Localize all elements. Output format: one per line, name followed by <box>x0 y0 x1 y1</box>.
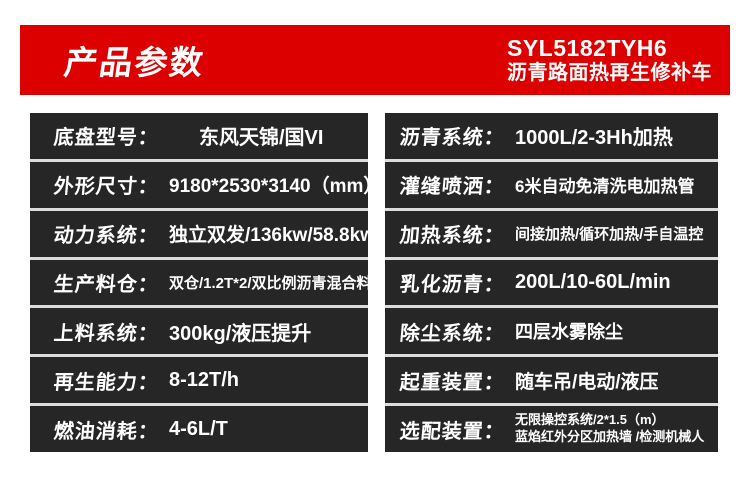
spec-row-asphalt-system: 沥青系统： 1000L/2-3Hh加热 <box>385 113 718 159</box>
spec-value: 8-12T/h <box>169 368 240 391</box>
spec-value: 9180*2530*3140（mm） <box>169 176 368 198</box>
spec-value: 四层水雾除尘 <box>515 322 623 343</box>
banner-model-block: SYL5182TYH6 沥青路面热再生修补车 <box>507 34 716 84</box>
spec-value: 独立双发/136kw/58.8kw <box>169 225 368 247</box>
spec-row-dust-removal-system: 除尘系统： 四层水雾除尘 <box>385 305 718 354</box>
spec-value: 随车吊/电动/液压 <box>515 371 659 393</box>
spec-label: 加热系统： <box>398 225 506 248</box>
spec-value: 1000L/2-3Hh加热 <box>515 127 673 150</box>
spec-row-heating-system: 加热系统： 间接加热/循环加热/手自温控 <box>385 207 718 257</box>
spec-row-optional-equipment: 选配装置： 无限操控系统/2*1.5（m） 蓝焰红外分区加热墙 /检测机械人 <box>385 403 718 452</box>
spec-value: 间接加热/循环加热/手自温控 <box>515 226 704 244</box>
spec-label: 选配装置： <box>398 420 506 443</box>
spec-row-fuel-consumption: 燃油消耗： 4-6L/T <box>30 403 368 452</box>
spec-value: 4-6L/T <box>169 417 228 440</box>
spec-label: 外形尺寸： <box>52 176 160 199</box>
spec-row-lifting-device: 起重装置： 随车吊/电动/液压 <box>385 354 718 403</box>
product-name: 沥青路面热再生修补车 <box>507 61 712 84</box>
spec-label: 生产料仓： <box>52 274 160 296</box>
spec-label: 底盘型号： <box>52 127 160 150</box>
spec-table-right: 沥青系统： 1000L/2-3Hh加热 灌缝喷洒： 6米自动免清洗电加热管 加热… <box>385 113 718 452</box>
spec-row-feeding-system: 上料系统： 300kg/液压提升 <box>30 305 368 354</box>
spec-row-crack-sealing-spray: 灌缝喷洒： 6米自动免清洗电加热管 <box>385 158 718 208</box>
model-number: SYL5182TYH6 <box>507 34 668 61</box>
spec-label: 燃油消耗： <box>52 420 160 443</box>
spec-value-line-1: 无限操控系统/2*1.5（m） <box>515 412 665 428</box>
header-banner: 产品参数 SYL5182TYH6 沥青路面热再生修补车 <box>20 25 730 95</box>
spec-label: 上料系统： <box>52 322 160 345</box>
spec-row-chassis-model: 底盘型号： 东风天锦/国VI <box>30 113 368 159</box>
banner-title: 产品参数 <box>62 44 208 81</box>
spec-label: 除尘系统： <box>398 322 506 345</box>
spec-value: 300kg/液压提升 <box>169 322 312 345</box>
spec-row-production-hopper: 生产料仓： 双仓/1.2T*2/双比例沥青混合料 <box>30 256 368 306</box>
spec-row-regeneration-capacity: 再生能力： 8-12T/h <box>30 354 368 403</box>
spec-value: 无限操控系统/2*1.5（m） 蓝焰红外分区加热墙 /检测机械人 <box>515 412 704 446</box>
spec-row-power-system: 动力系统： 独立双发/136kw/58.8kw <box>30 207 368 257</box>
spec-label: 灌缝喷洒： <box>398 176 506 199</box>
spec-label: 沥青系统： <box>398 127 506 150</box>
spec-value: 双仓/1.2T*2/双比例沥青混合料 <box>169 275 368 292</box>
spec-label: 再生能力： <box>52 371 160 394</box>
spec-label: 起重装置： <box>398 371 506 394</box>
spec-value: 6米自动免清洗电加热管 <box>515 177 695 197</box>
spec-value: 东风天锦/国VI <box>199 127 324 150</box>
spec-value-line-2: 蓝焰红外分区加热墙 /检测机械人 <box>515 429 705 445</box>
spec-label: 动力系统： <box>52 225 160 248</box>
spec-table-left: 底盘型号： 东风天锦/国VI 外形尺寸： 9180*2530*3140（mm） … <box>30 113 368 452</box>
spec-value: 200L/10-60L/min <box>515 271 671 293</box>
spec-row-dimensions: 外形尺寸： 9180*2530*3140（mm） <box>30 158 368 208</box>
spec-row-emulsified-asphalt: 乳化沥青： 200L/10-60L/min <box>385 256 718 306</box>
spec-label: 乳化沥青： <box>398 274 506 296</box>
